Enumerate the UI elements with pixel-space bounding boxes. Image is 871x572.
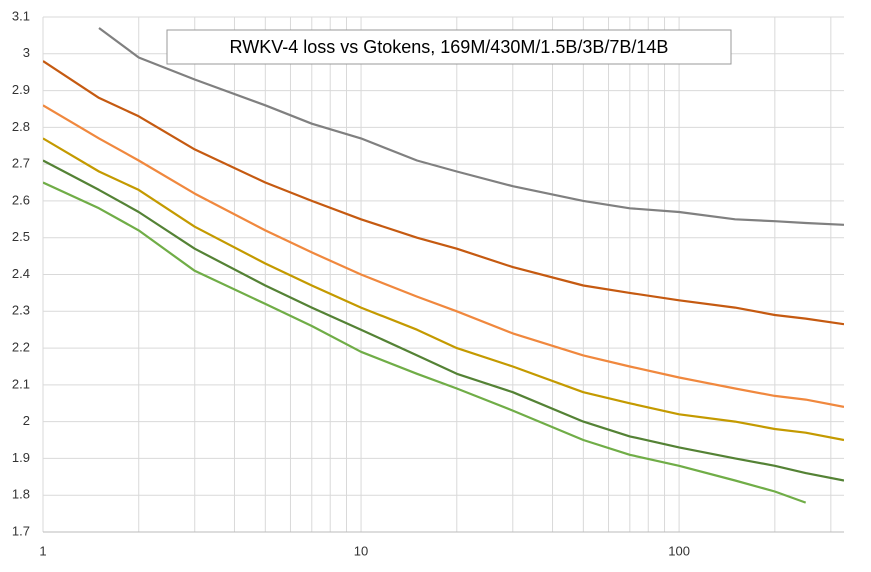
series-line xyxy=(43,60,844,326)
series-line xyxy=(98,27,844,226)
y-tick-label: 2.4 xyxy=(12,266,30,281)
y-tick-label: 2.5 xyxy=(12,229,30,244)
y-tick-label: 2 xyxy=(23,413,30,428)
y-tick-label: 1.8 xyxy=(12,487,30,502)
y-tick-label: 1.9 xyxy=(12,450,30,465)
y-tick-label: 2.9 xyxy=(12,82,30,97)
grid xyxy=(42,16,844,533)
y-tick-label: 2.6 xyxy=(12,192,30,207)
y-tick-label: 1.7 xyxy=(12,523,30,538)
series-line xyxy=(43,181,807,504)
x-tick-label: 1 xyxy=(39,543,46,558)
y-tick-label: 3.1 xyxy=(12,8,30,23)
y-tick-label: 2.8 xyxy=(12,119,30,134)
series-line xyxy=(43,104,844,408)
series-line xyxy=(43,137,844,442)
y-tick-label: 2.2 xyxy=(12,340,30,355)
title-box xyxy=(166,29,732,65)
series-lines xyxy=(43,27,844,504)
y-tick-label: 2.7 xyxy=(12,156,30,171)
x-tick-label: 10 xyxy=(354,543,368,558)
y-tick-label: 2.3 xyxy=(12,303,30,318)
y-tick-label: 3 xyxy=(23,45,30,60)
series-line xyxy=(43,159,844,482)
y-tick-label: 2.1 xyxy=(12,376,30,391)
x-tick-label: 100 xyxy=(668,543,690,558)
chart-title: RWKV-4 loss vs Gtokens, 169M/430M/1.5B/3… xyxy=(230,37,669,57)
